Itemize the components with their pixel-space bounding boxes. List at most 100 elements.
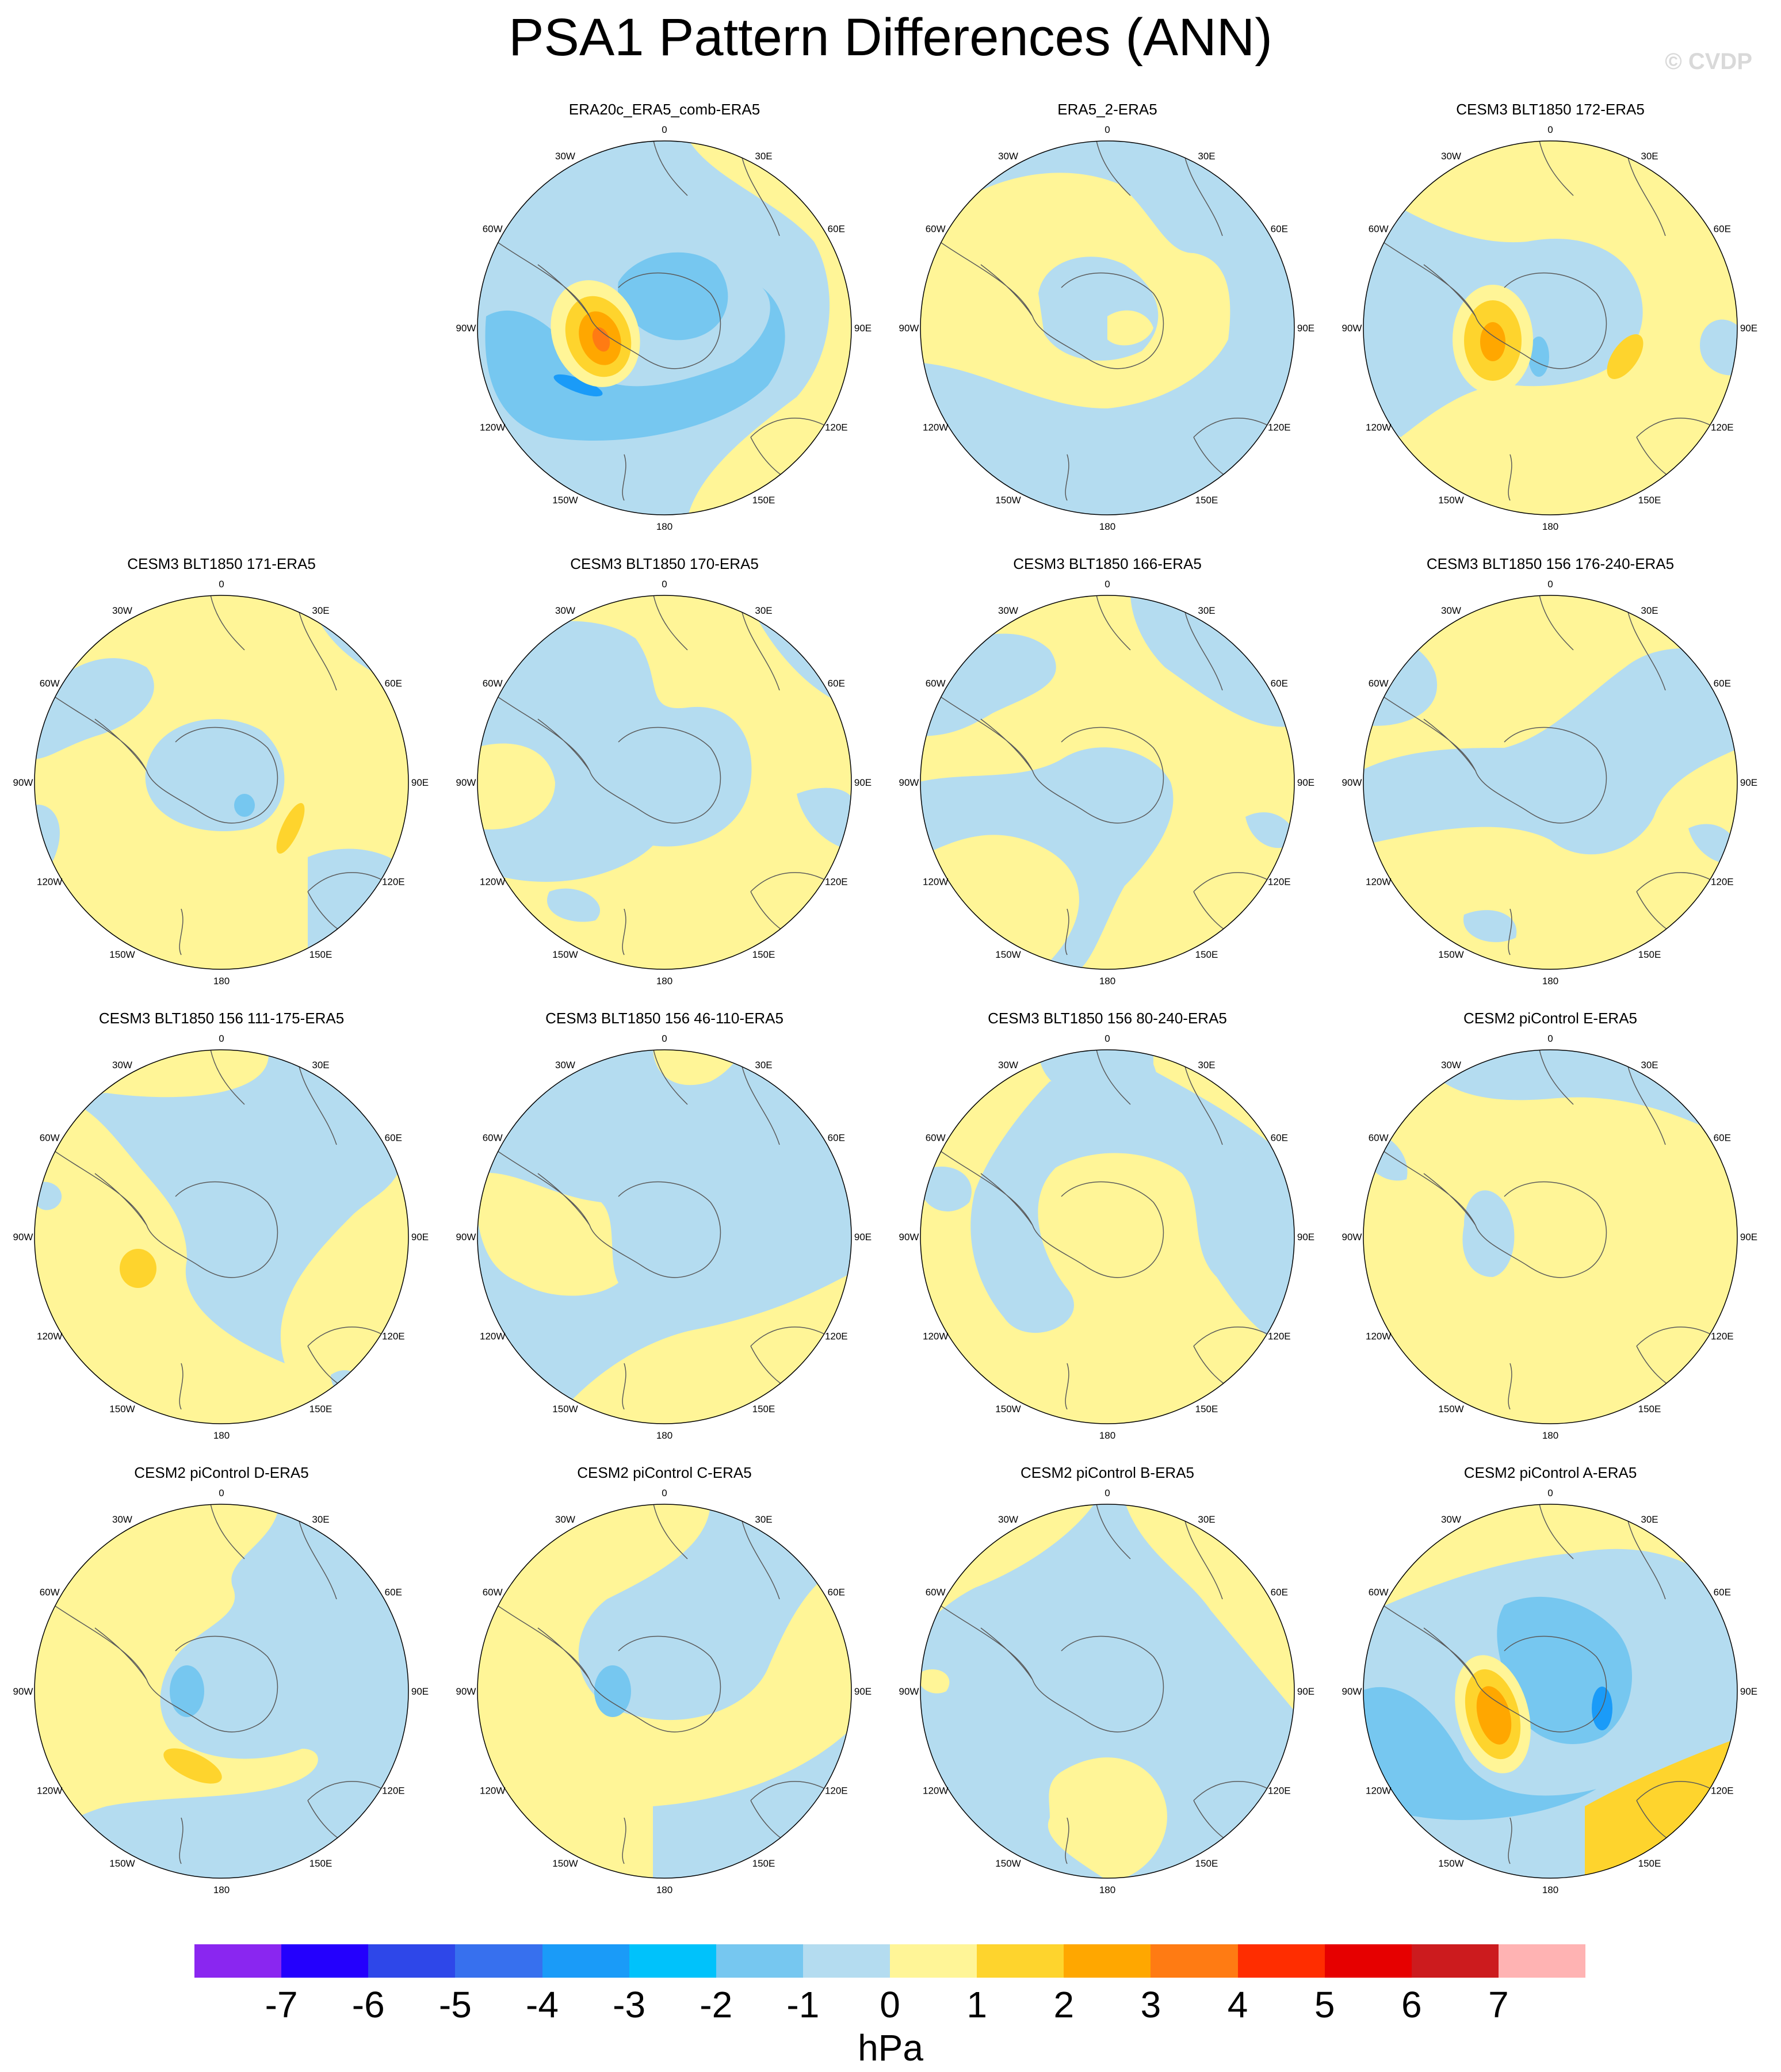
panel-title: CESM2 piControl A-ERA5 xyxy=(1463,1464,1637,1481)
map-border xyxy=(920,595,1295,970)
longitude-label: 60E xyxy=(385,1133,402,1144)
contour-negative xyxy=(1463,910,1517,942)
contour-positive xyxy=(1107,310,1153,346)
colorbar-tick-label: -1 xyxy=(786,1984,820,2025)
panel-title: CESM3 BLT1850 172-ERA5 xyxy=(1456,101,1645,118)
colorbar-tick-label: 0 xyxy=(880,1984,900,2025)
map-border xyxy=(1363,1049,1738,1424)
contour-negative xyxy=(970,1064,1294,1352)
polar-map: 0 30E 60E 90E 120E 150E 180 150W 120W 90W 60W 30W xyxy=(899,1033,1315,1441)
longitude-label: 60W xyxy=(483,678,503,689)
longitude-label: 150W xyxy=(109,1404,135,1415)
colorbar-tick-label: 5 xyxy=(1314,1984,1335,2025)
longitude-label: 120E xyxy=(825,1331,848,1342)
longitude-label: 180 xyxy=(1542,521,1558,532)
longitude-label: 120E xyxy=(382,1331,405,1342)
polar-map: 0 30E 60E 90E 120E 150E 180 150W 120W 90W 60W 30W xyxy=(1342,1033,1758,1441)
contour-plus-2 xyxy=(1476,1686,1512,1745)
longitude-label: 180 xyxy=(656,1884,672,1895)
contour-negative xyxy=(920,1167,972,1211)
longitude-label: 0 xyxy=(1104,579,1110,590)
longitude-label: 120E xyxy=(1711,1786,1734,1796)
longitude-label: 90E xyxy=(854,1686,872,1697)
longitude-label: 120E xyxy=(1711,1331,1734,1342)
contour-minus-3 xyxy=(553,374,603,397)
longitude-label: 90E xyxy=(1740,323,1757,334)
colorbar-tick-label: 4 xyxy=(1227,1984,1248,2025)
contour-plus-1 xyxy=(163,1748,222,1784)
copyright-watermark: © CVDP xyxy=(1665,49,1752,74)
colorbar-swatch xyxy=(1411,1944,1499,1978)
colorbar-swatch xyxy=(977,1944,1064,1978)
longitude-label: 120E xyxy=(382,1786,405,1796)
contour-minus-2 xyxy=(594,1665,631,1717)
longitude-label: 30E xyxy=(312,1514,329,1525)
longitude-label: 90E xyxy=(1740,777,1757,788)
map-border xyxy=(477,140,852,515)
longitude-label: 90E xyxy=(1297,323,1314,334)
longitude-label: 0 xyxy=(662,1033,667,1044)
longitude-label: 30W xyxy=(555,151,575,162)
longitude-label: 150E xyxy=(752,1404,775,1415)
longitude-label: 30E xyxy=(1198,151,1215,162)
longitude-label: 120W xyxy=(1366,877,1391,888)
longitude-label: 180 xyxy=(1099,1884,1115,1895)
longitude-label: 30E xyxy=(755,1514,772,1525)
longitude-label: 30E xyxy=(312,1060,329,1071)
longitude-label: 0 xyxy=(1104,1488,1110,1498)
longitude-label: 150E xyxy=(309,1404,332,1415)
longitude-label: 90W xyxy=(899,777,919,788)
longitude-label: 90W xyxy=(456,1232,476,1243)
colorbar-swatch xyxy=(1498,1944,1585,1978)
polar-map: 0 30E 60E 90E 120E 150E 180 150W 120W 90W 60W 30W xyxy=(456,124,872,532)
longitude-label: 180 xyxy=(213,976,230,987)
longitude-label: 120E xyxy=(1268,877,1291,888)
map-panel: CESM2 piControl A-ERA5 0 30E 60E 90E 120E 150… xyxy=(1332,1464,1769,1901)
longitude-label: 90W xyxy=(456,323,476,334)
polar-map: 0 30E 60E 90E 120E 150E 180 150W 120W 90W 60W 30W xyxy=(456,1488,872,1895)
longitude-label: 30W xyxy=(1441,1060,1461,1071)
polar-map: 0 30E 60E 90E 120E 150E 180 150W 120W 90W 60W 30W xyxy=(899,124,1315,532)
longitude-label: 180 xyxy=(656,521,672,532)
longitude-label: 150E xyxy=(1638,495,1661,506)
colorbar-tick-label: -5 xyxy=(438,1984,472,2025)
longitude-label: 0 xyxy=(662,579,667,590)
map-panel: CESM2 piControl D-ERA5 0 30E 60E 90E 120E 150… xyxy=(3,1464,440,1901)
longitude-label: 60W xyxy=(1369,1133,1389,1144)
longitude-label: 150W xyxy=(109,1858,135,1869)
longitude-label: 30E xyxy=(1198,1514,1215,1525)
longitude-label: 120W xyxy=(1366,422,1391,433)
panel-title: CESM3 BLT1850 156 46-110-ERA5 xyxy=(545,1010,784,1027)
map-panel: CESM3 BLT1850 156 80-240-ERA5 0 30E 60E 90E… xyxy=(889,1010,1326,1447)
longitude-label: 180 xyxy=(213,1884,230,1895)
longitude-label: 150E xyxy=(309,949,332,960)
longitude-label: 120W xyxy=(1366,1331,1391,1342)
colorbar-units: hPa xyxy=(858,2027,923,2069)
contour-negative xyxy=(331,1370,361,1397)
longitude-label: 150E xyxy=(309,1858,332,1869)
colorbar-tick-label: 1 xyxy=(966,1984,987,2025)
longitude-label: 180 xyxy=(656,976,672,987)
longitude-label: 90W xyxy=(1342,323,1362,334)
longitude-label: 120E xyxy=(1268,422,1291,433)
longitude-label: 30E xyxy=(1198,1060,1215,1071)
colorbar-tick-label: 3 xyxy=(1140,1984,1161,2025)
longitude-label: 120W xyxy=(1366,1786,1391,1796)
contour-plus-1 xyxy=(1607,334,1644,379)
longitude-label: 0 xyxy=(219,579,224,590)
map-panel: CESM3 BLT1850 166-ERA5 0 30E 60E 90E 120E 150… xyxy=(889,555,1326,992)
longitude-label: 180 xyxy=(656,1430,672,1441)
longitude-label: 150E xyxy=(1195,1858,1218,1869)
colorbar-tick-label: 6 xyxy=(1401,1984,1422,2025)
longitude-label: 30W xyxy=(555,605,575,616)
contour-minus-2 xyxy=(1528,337,1549,377)
longitude-label: 60W xyxy=(483,1133,503,1144)
longitude-label: 60W xyxy=(926,1587,946,1598)
figure-title: PSA1 Pattern Differences (ANN) xyxy=(509,8,1272,67)
longitude-label: 90W xyxy=(13,1686,33,1697)
longitude-label: 120E xyxy=(1268,1331,1291,1342)
longitude-label: 60W xyxy=(1369,678,1389,689)
longitude-label: 60E xyxy=(1714,224,1731,235)
map-border xyxy=(477,595,852,970)
longitude-label: 150W xyxy=(995,495,1021,506)
